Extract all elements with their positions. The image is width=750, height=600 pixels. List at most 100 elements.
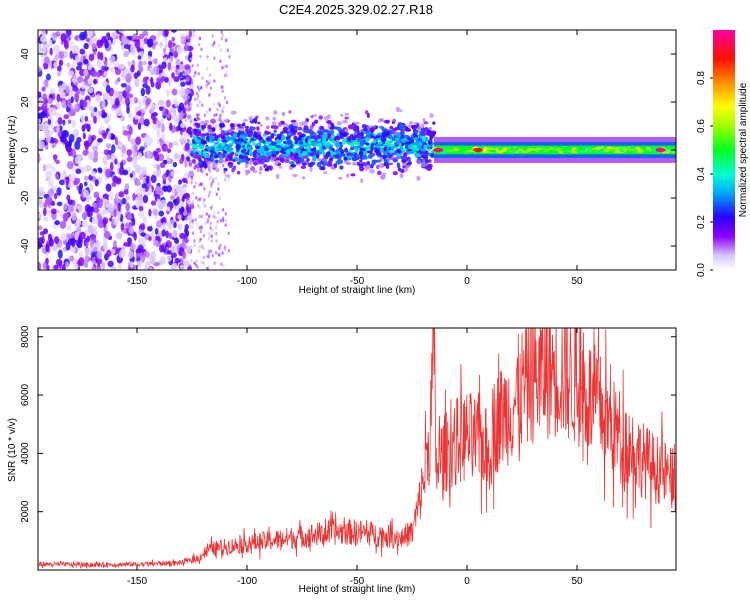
heatmap-cell — [106, 249, 112, 257]
heatmap-cell — [79, 182, 84, 190]
heatmap-cell — [54, 138, 59, 144]
heatmap-cell — [327, 114, 331, 120]
heatmap-cell — [186, 174, 190, 179]
heatmap-cell — [205, 66, 209, 71]
heatmap-cell — [209, 149, 214, 153]
heatmap-cell — [93, 150, 99, 157]
heatmap-cell — [190, 57, 193, 61]
heatmap-cell — [382, 146, 387, 152]
heatmap-cell — [216, 107, 219, 112]
heatmap-cell — [184, 64, 191, 70]
heatmap-cell — [88, 182, 94, 192]
snr-x-axis: -150 -100 -50 0 50 — [127, 328, 583, 587]
heatmap-cell — [114, 136, 119, 146]
heatmap-cell — [137, 244, 144, 253]
heatmap-cell — [382, 154, 387, 160]
heatmap-cell — [344, 116, 349, 120]
heatmap-cell — [134, 78, 140, 87]
heatmap-cell — [157, 121, 162, 129]
heatmap-cell — [335, 160, 340, 165]
heatmap-cell — [228, 142, 234, 146]
heatmap-cell — [117, 262, 122, 270]
heatmap-cell — [97, 51, 101, 60]
heatmap-cell — [359, 166, 365, 172]
heatmap-cell — [103, 60, 108, 67]
heatmap-cell — [193, 261, 196, 266]
heatmap-cell — [93, 246, 98, 253]
heatmap-cell — [176, 45, 183, 55]
heatmap-cell — [200, 244, 204, 248]
heatmap-cell — [365, 164, 371, 170]
heatmap-cell — [137, 122, 142, 130]
spectrogram-y-tick-label: -20 — [20, 190, 31, 205]
heatmap-cell — [63, 40, 69, 49]
heatmap-cell — [197, 88, 201, 92]
heatmap-cell — [273, 110, 278, 115]
heatmap-cell — [185, 238, 188, 243]
heatmap-cell — [440, 151, 448, 154]
heatmap-cell — [127, 60, 131, 67]
heatmap-cell — [140, 166, 148, 176]
colorbar-tick-label: 0.4 — [696, 167, 707, 181]
heatmap-cell — [248, 150, 253, 156]
heatmap-cell — [133, 72, 139, 79]
heatmap-cell — [317, 142, 322, 147]
heatmap-cell — [143, 177, 147, 185]
heatmap-cell — [128, 112, 133, 119]
heatmap-cell — [286, 139, 293, 145]
heatmap-cell — [281, 112, 286, 117]
heatmap-cell — [361, 124, 367, 129]
heatmap-cell — [186, 199, 193, 205]
heatmap-cell — [419, 130, 425, 135]
heatmap-cell — [197, 42, 201, 47]
heatmap-cell — [156, 167, 162, 177]
heatmap-cell — [86, 165, 92, 172]
heatmap-cell — [65, 176, 70, 186]
heatmap-cell — [72, 86, 79, 92]
heatmap-cell — [194, 217, 197, 222]
heatmap-cell — [278, 121, 282, 127]
heatmap-cell — [289, 155, 295, 161]
heatmap-cell — [272, 126, 278, 130]
heatmap-cell — [401, 159, 405, 163]
heatmap-cell — [200, 259, 203, 264]
heatmap-cell — [191, 219, 195, 223]
heatmap-cell — [157, 30, 162, 36]
heatmap-cell — [380, 118, 384, 122]
heatmap-cell — [210, 234, 213, 238]
heatmap-cell — [416, 153, 422, 158]
heatmap-cell — [171, 252, 177, 259]
heatmap-cell — [270, 133, 274, 138]
heatmap-cell — [230, 123, 234, 128]
heatmap-cell — [205, 132, 210, 136]
heatmap-cell — [446, 150, 451, 153]
heatmap-cell — [418, 140, 422, 144]
heatmap-cell — [102, 132, 107, 140]
heatmap-cell — [401, 168, 405, 173]
heatmap-cell — [276, 144, 282, 149]
heatmap-cell — [76, 177, 81, 184]
heatmap-cell — [236, 140, 242, 145]
snr-y-tick-label: 8000 — [20, 325, 31, 348]
heatmap-cell — [298, 153, 304, 159]
heatmap-cell — [376, 164, 380, 170]
heatmap-cell — [93, 78, 97, 85]
heatmap-peak — [473, 147, 483, 153]
heatmap-cell — [140, 108, 146, 114]
heatmap-cell — [232, 166, 236, 171]
heatmap-cell — [133, 143, 139, 152]
heatmap-cell — [305, 128, 310, 134]
heatmap-cell — [53, 44, 60, 53]
heatmap-cell — [53, 61, 58, 69]
heatmap-cell — [41, 86, 46, 92]
heatmap-cell — [256, 133, 262, 138]
heatmap-cell — [127, 132, 131, 142]
heatmap-cell — [223, 96, 227, 100]
heatmap-cell — [304, 137, 309, 144]
heatmap-cell — [310, 135, 317, 139]
heatmap-cell — [60, 33, 67, 42]
heatmap-cell — [220, 129, 225, 135]
heatmap-cell — [266, 125, 270, 130]
heatmap-cell — [609, 148, 617, 151]
heatmap-cell — [362, 127, 368, 132]
